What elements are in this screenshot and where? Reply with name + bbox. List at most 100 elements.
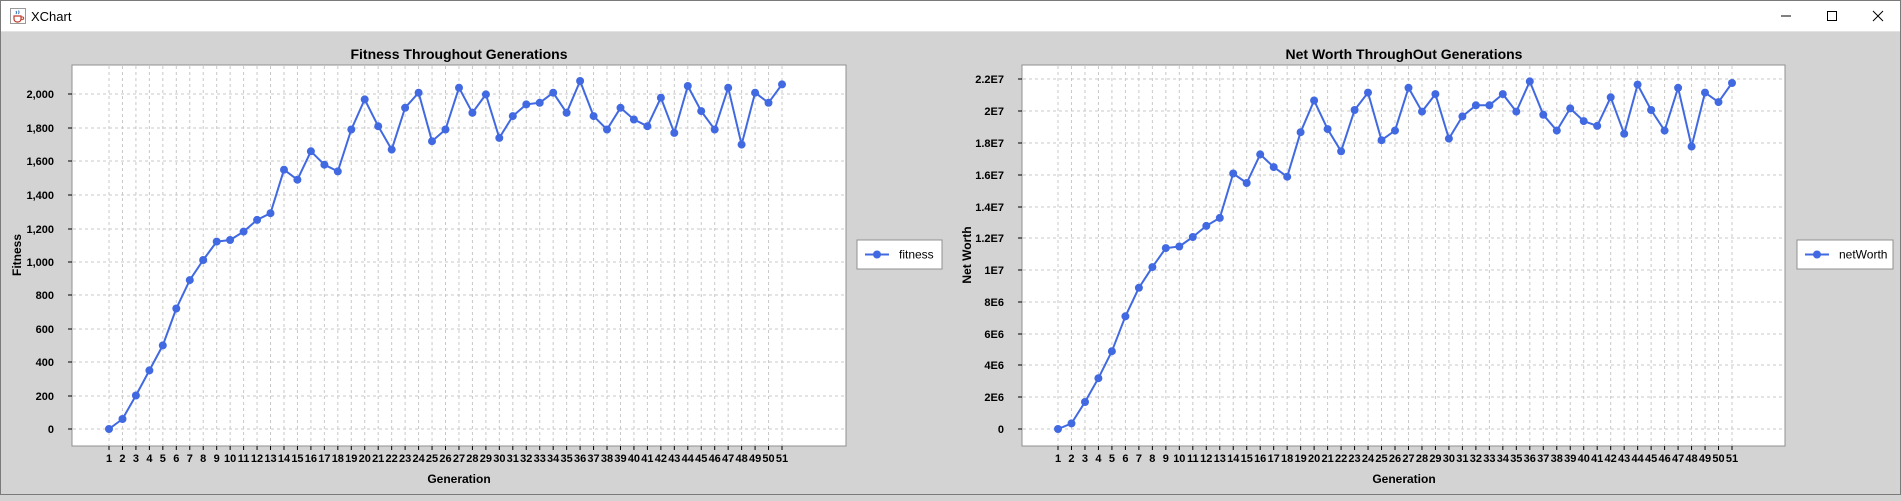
x-tick-label: 49 xyxy=(1699,453,1711,465)
x-tick-label: 29 xyxy=(480,453,492,465)
x-tick-label: 46 xyxy=(709,453,721,465)
x-tick-label: 35 xyxy=(561,453,573,465)
x-tick-label: 44 xyxy=(682,453,695,465)
x-tick-label: 15 xyxy=(291,453,303,465)
data-point xyxy=(1377,136,1386,145)
chart-2: Net Worth ThroughOut Generations 0 2E6 4E6 6… xyxy=(960,46,1894,486)
data-point xyxy=(158,341,167,350)
data-point xyxy=(1647,106,1656,114)
x-axis-title: Generation xyxy=(1372,472,1435,486)
data-point xyxy=(1107,347,1116,356)
data-point xyxy=(347,125,356,134)
data-point xyxy=(1067,419,1076,428)
chart-1: Fitness Throughout Generations 0 200 400 600… xyxy=(10,46,943,486)
chart-area: Fitness Throughout Generations 0 200 400 600… xyxy=(1,32,1901,496)
data-point xyxy=(589,112,598,121)
x-tick-label: 7 xyxy=(187,453,193,465)
x-tick-label: 42 xyxy=(655,453,667,465)
x-tick-label: 47 xyxy=(1672,453,1684,465)
x-tick-label: 41 xyxy=(1591,453,1603,465)
x-tick-label: 13 xyxy=(1214,453,1226,465)
x-tick-label: 21 xyxy=(372,453,384,465)
y-tick-label: 1.2E7 xyxy=(975,233,1004,245)
y-tick-label: 1,200 xyxy=(26,224,54,236)
y-tick-label: 1,400 xyxy=(26,190,54,202)
x-tick-label: 32 xyxy=(1470,453,1482,465)
data-point xyxy=(1633,80,1642,89)
data-point xyxy=(683,82,692,90)
x-tick-label: 37 xyxy=(587,453,599,465)
data-point xyxy=(629,115,638,124)
data-point xyxy=(562,108,571,117)
data-point xyxy=(1215,213,1224,222)
data-point xyxy=(199,256,208,264)
x-tick-label: 1 xyxy=(1055,453,1061,465)
x-tick-label: 26 xyxy=(1389,453,1401,465)
x-tick-label: 6 xyxy=(173,453,179,465)
minimize-button[interactable] xyxy=(1763,1,1809,31)
x-tick-label: 50 xyxy=(1712,453,1724,465)
x-tick-label: 26 xyxy=(439,453,451,465)
data-point xyxy=(1525,77,1534,86)
data-point xyxy=(1296,128,1305,137)
y-tick-label: 2,000 xyxy=(26,89,54,101)
data-point xyxy=(1323,125,1332,134)
x-tick-label: 23 xyxy=(399,453,411,465)
x-tick-label: 8 xyxy=(200,453,206,465)
x-tick-label: 22 xyxy=(1335,453,1347,465)
data-point xyxy=(1161,244,1170,253)
close-icon xyxy=(1872,10,1884,22)
data-point xyxy=(253,215,262,224)
x-tick-label: 2 xyxy=(1068,453,1074,465)
x-tick-label: 31 xyxy=(1456,453,1468,465)
x-tick-label: 9 xyxy=(1163,453,1169,465)
data-point xyxy=(643,122,652,131)
x-tick-label: 5 xyxy=(1109,453,1115,465)
x-tick-label: 45 xyxy=(1645,453,1657,465)
data-point xyxy=(1404,83,1413,92)
data-point xyxy=(549,88,558,97)
x-tick-label: 6 xyxy=(1122,453,1128,465)
data-point xyxy=(131,391,140,400)
y-axis-title: Net Worth xyxy=(960,226,974,283)
close-button[interactable] xyxy=(1855,1,1901,31)
y-tick-label: 6E6 xyxy=(984,329,1004,341)
data-point xyxy=(1175,242,1184,251)
x-tick-label: 1 xyxy=(106,453,112,465)
x-tick-label: 45 xyxy=(695,453,707,465)
x-tick-label: 9 xyxy=(214,453,220,465)
x-tick-label: 29 xyxy=(1429,453,1441,465)
maximize-button[interactable] xyxy=(1809,1,1855,31)
data-point xyxy=(185,276,194,285)
maximize-icon xyxy=(1827,11,1837,21)
data-point xyxy=(280,165,288,174)
data-point xyxy=(239,227,248,236)
data-point xyxy=(1701,88,1709,97)
data-point xyxy=(1229,169,1238,178)
x-tick-label: 40 xyxy=(628,453,640,465)
x-tick-label: 22 xyxy=(386,453,398,465)
x-tick-label: 18 xyxy=(1281,453,1293,465)
y-tick-label: 1,800 xyxy=(26,123,54,135)
data-point xyxy=(603,125,611,134)
title-bar[interactable]: XChart xyxy=(1,1,1900,32)
x-tick-label: 34 xyxy=(547,453,560,465)
y-tick-label: 400 xyxy=(36,357,54,369)
data-point xyxy=(1539,110,1548,119)
y-tick-label: 1.6E7 xyxy=(975,170,1004,182)
y-tick-label: 1.4E7 xyxy=(975,202,1004,214)
x-tick-label: 51 xyxy=(776,453,788,465)
charts-canvas: Fitness Throughout Generations0200400600… xyxy=(10,46,1894,486)
x-tick-label: 3 xyxy=(1082,453,1088,465)
data-point xyxy=(535,98,544,107)
data-point xyxy=(293,175,302,184)
x-tick-label: 28 xyxy=(1416,453,1428,465)
data-point xyxy=(1269,163,1278,172)
data-point xyxy=(1310,96,1319,105)
legend-point-marker xyxy=(1813,250,1821,259)
data-point xyxy=(1714,98,1723,107)
data-point xyxy=(1431,90,1440,99)
x-tick-label: 23 xyxy=(1348,453,1360,465)
y-tick-label: 200 xyxy=(36,391,54,403)
x-tick-label: 12 xyxy=(1200,453,1212,465)
